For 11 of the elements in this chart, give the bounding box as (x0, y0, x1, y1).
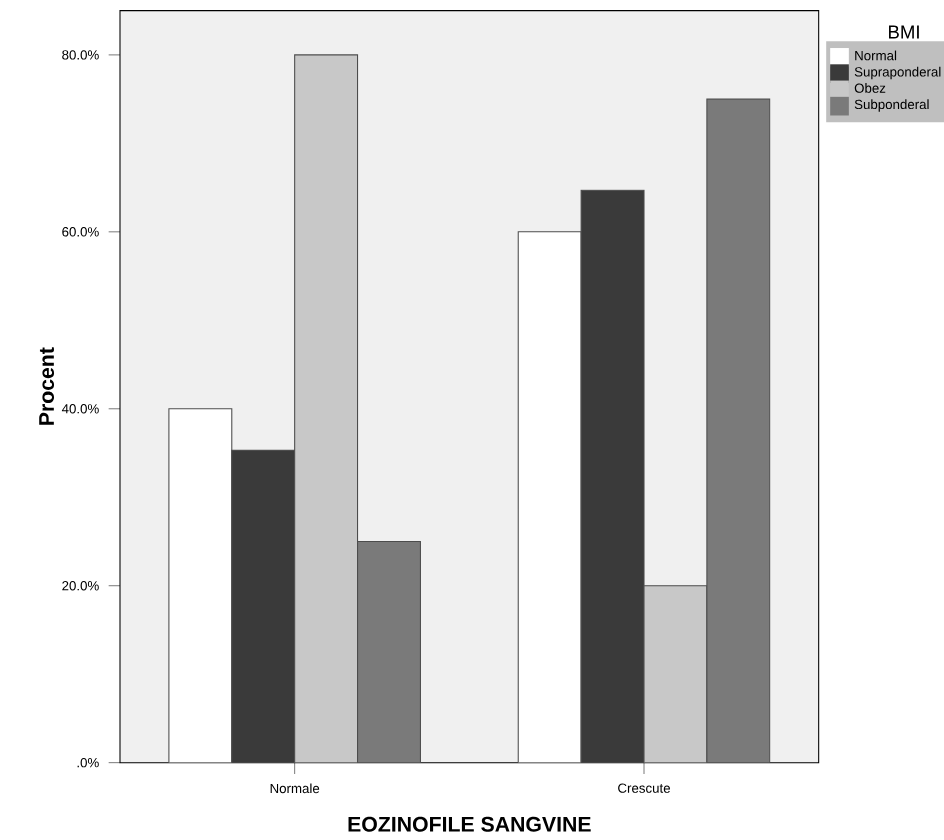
bar (517, 231, 582, 763)
bar (357, 540, 421, 763)
bar (231, 449, 296, 763)
legend-title: BMI (889, 25, 919, 39)
bar (168, 408, 233, 763)
bar (706, 98, 771, 763)
bar (294, 54, 359, 763)
y-axis-title: Procent (39, 347, 55, 425)
bar (580, 189, 645, 763)
bar (643, 585, 708, 763)
x-axis-title: EOZINOFILE SANGVINE (348, 816, 591, 832)
